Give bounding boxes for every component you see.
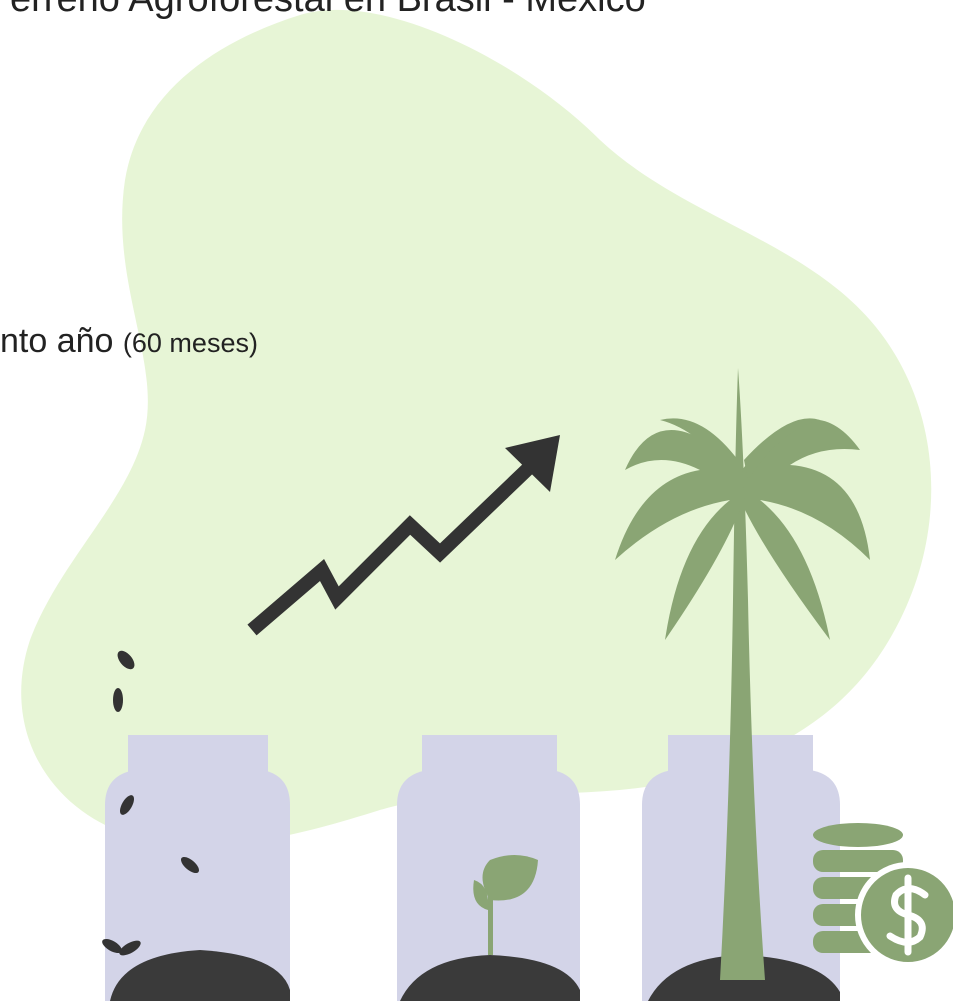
- dollar-sign: [886, 874, 929, 956]
- caption-note: (60 meses): [122, 328, 258, 358]
- background-blob: [21, 9, 932, 846]
- palm-tree: [615, 368, 870, 980]
- caption: nto año (60 meses): [0, 322, 258, 361]
- soil: [400, 955, 580, 1001]
- soil: [110, 950, 290, 1001]
- sprout: [473, 855, 538, 955]
- arrow-head: [505, 435, 560, 492]
- jar: [105, 735, 290, 1001]
- caption-text: nto año: [0, 322, 114, 360]
- seeds: [102, 650, 200, 956]
- growth-arrow: [247, 456, 540, 636]
- title: erreno Agroforestal en Brasil - México: [10, 0, 646, 21]
